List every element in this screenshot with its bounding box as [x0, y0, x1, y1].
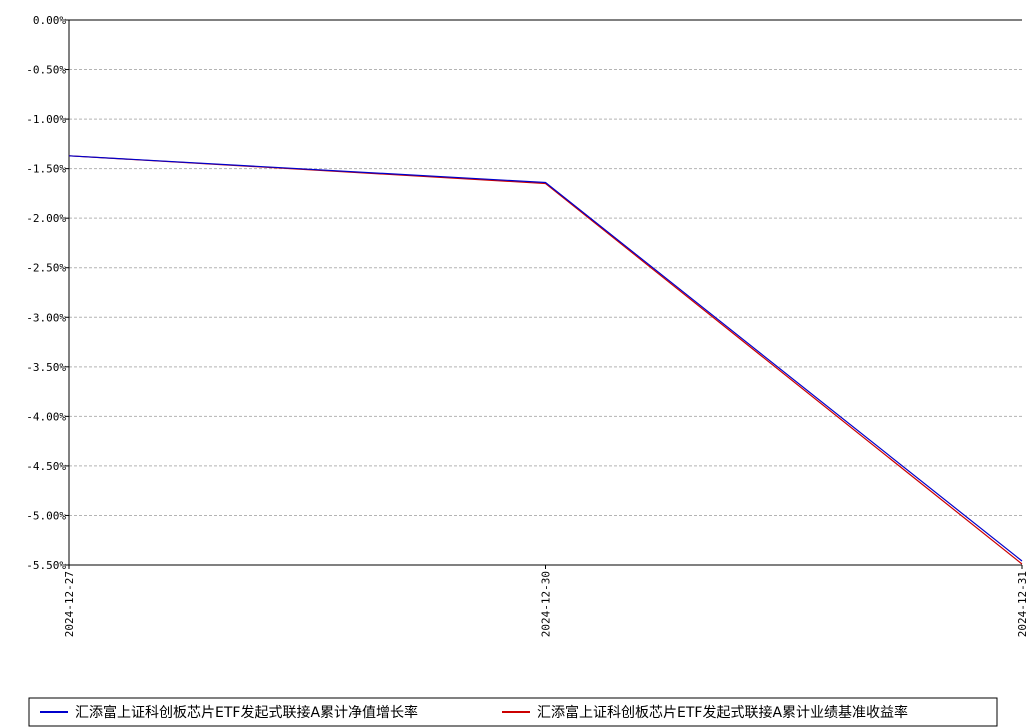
legend: 汇添富上证科创板芯片ETF发起式联接A累计净值增长率 汇添富上证科创板芯片ETF… — [28, 697, 998, 727]
y-tick-label: -3.50% — [26, 361, 66, 374]
y-tick-label: -4.00% — [26, 410, 66, 423]
y-tick-label: -2.50% — [26, 262, 66, 275]
y-tick-label: -1.00% — [26, 113, 66, 126]
legend-label-benchmark-return: 汇添富上证科创板芯片ETF发起式联接A累计业绩基准收益率 — [537, 704, 908, 721]
y-tick-label: -5.50% — [26, 559, 66, 572]
legend-label-net-value-growth: 汇添富上证科创板芯片ETF发起式联接A累计净值增长率 — [75, 704, 418, 721]
y-tick-label: -5.00% — [26, 509, 66, 522]
x-tick-label: 2024-12-30 — [540, 571, 553, 637]
series-line-1 — [68, 155, 1023, 565]
axes — [65, 19, 1023, 569]
x-axis-tick-labels: 2024-12-27 2024-12-30 2024-12-31 — [63, 571, 1027, 637]
x-tick-label: 2024-12-27 — [63, 571, 76, 637]
x-tick-label: 2024-12-31 — [1016, 571, 1027, 637]
series-lines — [68, 155, 1023, 565]
y-tick-label: -2.00% — [26, 212, 66, 225]
y-tick-label: 0.00% — [33, 14, 66, 27]
y-tick-label: -4.50% — [26, 460, 66, 473]
gridlines — [69, 69, 1022, 516]
y-tick-label: -1.50% — [26, 163, 66, 176]
y-tick-label: -3.00% — [26, 311, 66, 324]
y-tick-label: -0.50% — [26, 64, 66, 77]
y-axis-tick-labels: 0.00% -0.50% -1.00% -1.50% -2.00% -2.50% -3.00… — [26, 14, 66, 572]
series-line-0 — [68, 155, 1023, 562]
